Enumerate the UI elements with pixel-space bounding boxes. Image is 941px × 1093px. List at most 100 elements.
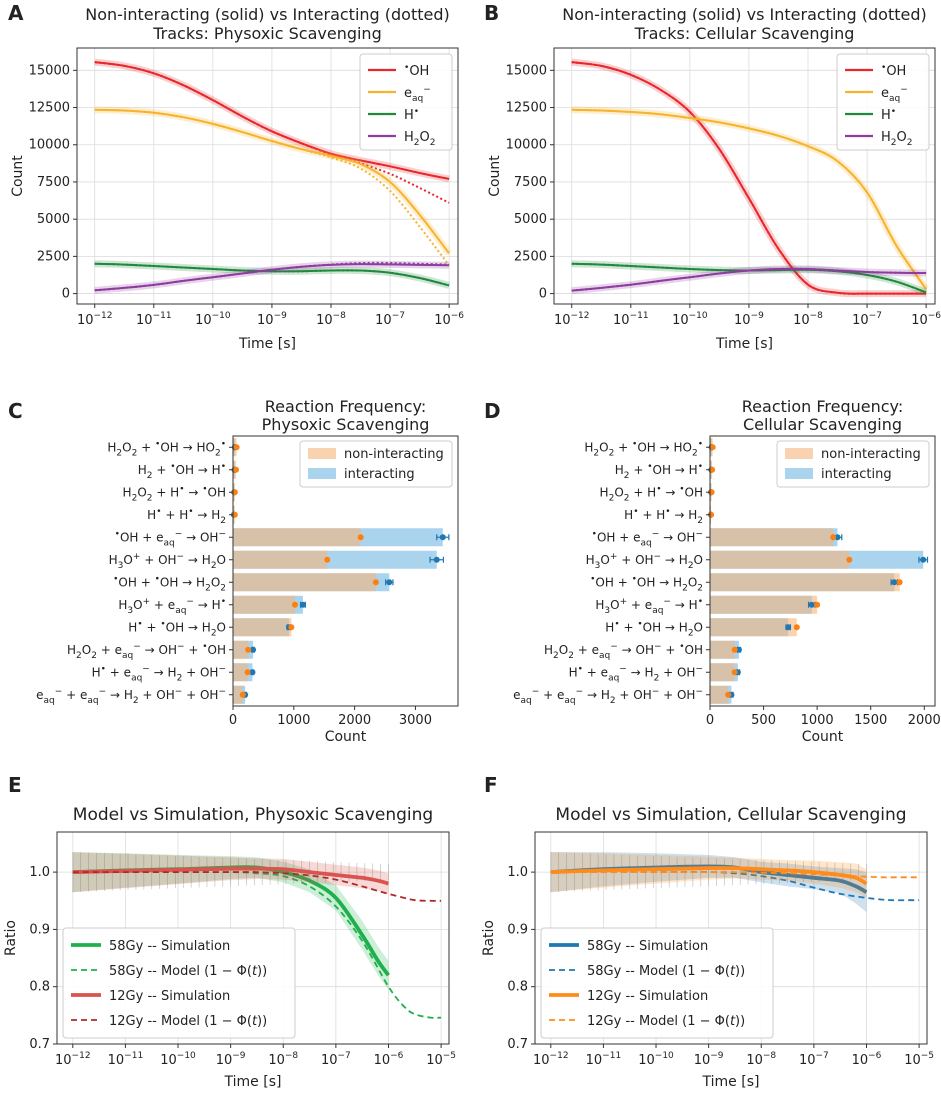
chart-title: Model vs Simulation, Physoxic Scavenging (73, 805, 433, 825)
reaction-label: H2 + •OH → H• (138, 462, 226, 481)
y-tick-label: 0.7 (29, 1037, 50, 1052)
y-tick-label: 0 (62, 287, 70, 302)
reaction-label: •OH + •OH → H2O2 (590, 574, 703, 593)
bar-non-interacting (710, 685, 729, 704)
legend-label: non-interacting (821, 447, 921, 462)
reaction-label: H• + H• → H2 (147, 507, 226, 526)
x-axis-label: Time [s] (702, 1074, 760, 1090)
series-line-dashed-1 (72, 871, 442, 1019)
marker-non-interacting (245, 646, 252, 653)
series-line-dotted-0 (94, 61, 450, 204)
chart-subtitle: Tracks: Physoxic Scavenging (152, 24, 381, 43)
series-band-2 (72, 852, 389, 894)
x-tick-label: 10−9 (216, 1051, 246, 1068)
series-line-dotted-2 (94, 262, 450, 287)
bar-non-interacting (710, 640, 735, 659)
reaction-label: H• + H• → H2 (624, 507, 703, 526)
bar-non-interacting (710, 573, 900, 592)
x-axis-label: Count (325, 729, 367, 745)
x-tick-label: 10−6 (852, 1051, 882, 1068)
plot-frame (232, 435, 459, 707)
legend-swatch-non-interacting (785, 448, 813, 459)
y-axis-label: Count (10, 155, 26, 197)
x-tick-label: 10−11 (586, 1051, 622, 1068)
legend-label: 12Gy -- Model (1 − Φ(t)) (109, 1014, 267, 1029)
legend-label: 12Gy -- Simulation (109, 989, 230, 1004)
bar-non-interacting (233, 550, 328, 569)
marker-interacting (735, 646, 742, 653)
panel-a: A Non-interacting (solid) vs Interacting … (8, 1, 464, 352)
panel-f: F Model vs Simulation, Cellular Scavengin… (481, 773, 934, 1090)
panel-label: A (8, 1, 24, 25)
x-axis-label: Count (802, 729, 844, 745)
x-tick-label: 10−12 (55, 1051, 91, 1068)
plot-frame (56, 831, 450, 1045)
marker-non-interacting (324, 556, 331, 563)
legend-swatch-non-interacting (308, 448, 336, 459)
x-tick-label: 500 (751, 713, 776, 728)
legend-label: interacting (344, 467, 415, 482)
y-tick-label: 10000 (506, 138, 547, 153)
x-tick-label: 10−10 (195, 311, 231, 328)
panel-label: C (8, 399, 23, 423)
y-tick-label: 0.8 (507, 980, 528, 995)
reaction-label: •OH + eaq− → OH− (592, 529, 703, 548)
bar-non-interacting (233, 595, 296, 614)
marker-non-interacting (357, 534, 364, 541)
legend-box (62, 927, 296, 1039)
y-tick-label: 2500 (37, 249, 70, 264)
series-line-dashed-3 (550, 871, 920, 879)
reaction-label: H2O2 + eaq− → OH− + •OH (544, 642, 703, 661)
x-tick-label: 10−8 (746, 1051, 776, 1068)
chart-subtitle: Tracks: Cellular Scavenging (634, 24, 855, 43)
y-axis-label: Ratio (481, 920, 497, 956)
reaction-label: •OH + eaq− → OH− (115, 529, 226, 548)
reaction-label: H2O2 + eaq− → OH− + •OH (67, 642, 226, 661)
marker-non-interacting (244, 669, 251, 676)
reaction-label: H2O2 + H• → •OH (123, 484, 226, 503)
marker-non-interacting (709, 466, 716, 473)
legend-label: 12Gy -- Model (1 − Φ(t)) (587, 1014, 745, 1029)
x-tick-label: 0 (229, 713, 237, 728)
marker-interacting (785, 624, 792, 631)
y-tick-label: 7500 (514, 175, 547, 190)
panel-e: E Model vs Simulation, Physoxic Scavengin… (3, 773, 456, 1090)
legend-label: 12Gy -- Simulation (587, 989, 708, 1004)
y-tick-label: 5000 (37, 212, 70, 227)
y-tick-label: 12500 (506, 101, 547, 116)
x-tick-label: 10−7 (375, 311, 405, 328)
plot-frame (534, 831, 928, 1045)
x-tick-label: 10−11 (108, 1051, 144, 1068)
x-tick-label: 3000 (399, 713, 432, 728)
marker-interacting (249, 669, 256, 676)
x-tick-label: 10−7 (852, 311, 882, 328)
bar-non-interacting (233, 685, 243, 704)
series-line-dotted-0 (571, 61, 927, 295)
x-tick-label: 10−9 (734, 311, 764, 328)
legend-label: H2O2 (404, 130, 435, 148)
marker-non-interacting (793, 624, 800, 631)
marker-non-interacting (292, 601, 299, 608)
legend-label: H2O2 (881, 130, 912, 148)
marker-interacting (834, 534, 841, 541)
reaction-label: H• + eaq− → H2 + OH− (92, 664, 226, 683)
reaction-label: H2O2 + •OH → HO2• (107, 439, 226, 458)
marker-interacting (386, 579, 393, 586)
y-axis-label: Count (487, 155, 503, 197)
legend-label: 58Gy -- Model (1 − Φ(t)) (587, 964, 745, 979)
reaction-label: H• + •OH → H2O (128, 619, 226, 638)
x-tick-label: 2000 (338, 713, 371, 728)
y-tick-label: 0.8 (29, 980, 50, 995)
x-tick-label: 1000 (801, 713, 834, 728)
x-tick-label: 10−6 (434, 311, 464, 328)
x-tick-label: 10−9 (257, 311, 287, 328)
reaction-label: eaq− + eaq− → H2 + OH− + OH− (36, 687, 226, 706)
y-axis-label: Ratio (3, 920, 19, 956)
reaction-label: H2 + •OH → H• (615, 462, 703, 481)
series-line-dotted-1 (571, 108, 927, 290)
y-tick-label: 0.7 (507, 1037, 528, 1052)
chart-subtitle: Cellular Scavenging (743, 415, 902, 434)
marker-interacting (250, 646, 257, 653)
y-tick-label: 0 (539, 287, 547, 302)
y-tick-label: 0.9 (507, 922, 528, 937)
